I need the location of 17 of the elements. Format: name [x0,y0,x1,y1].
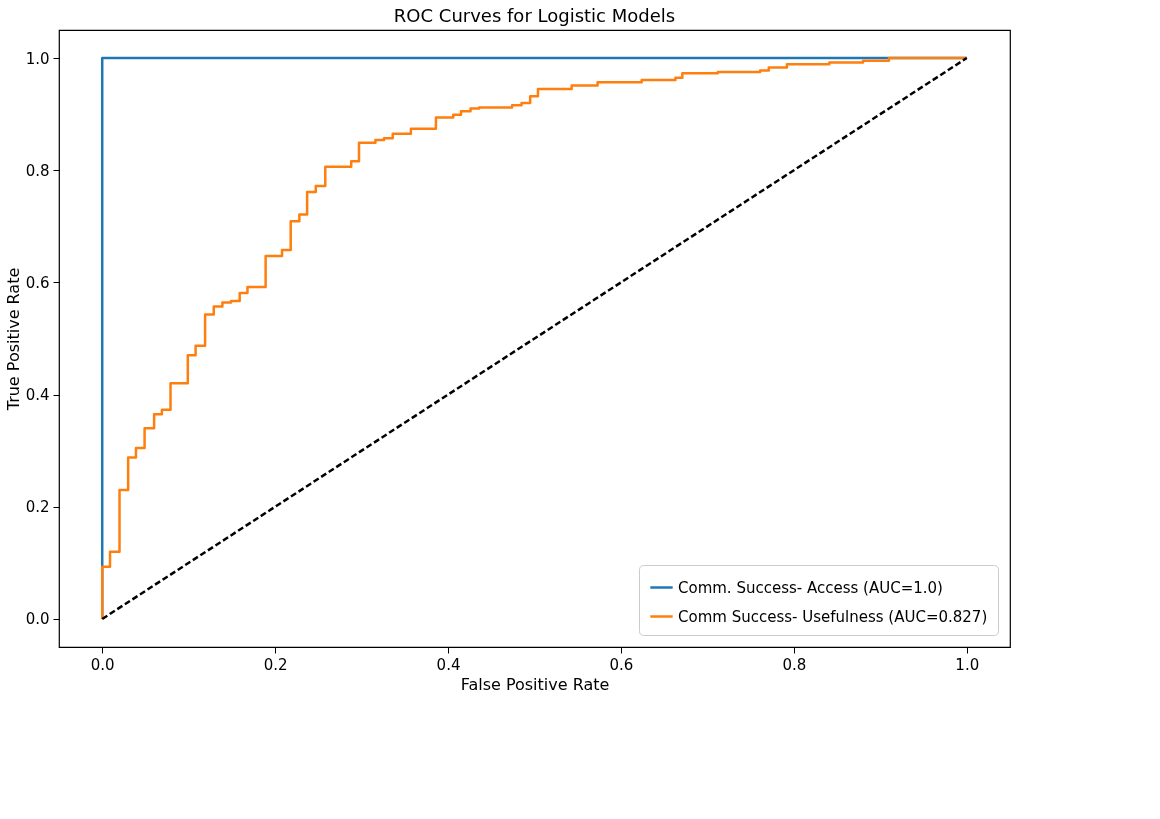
y-axis-title: True Positive Rate [3,267,23,412]
legend-label: Comm Success- Usefulness (AUC=0.827) [678,607,988,626]
y-tick-label: 0.4 [25,386,50,405]
y-tick-label: 0.0 [25,610,50,629]
x-tick-label: 0.0 [90,655,115,674]
y-tick-label: 0.6 [25,273,50,292]
x-axis-title: False Positive Rate [460,674,610,694]
x-tick-label: 0.6 [609,655,634,674]
x-tick-label: 0.2 [263,655,288,674]
x-tick-label: 0.4 [436,655,461,674]
x-tick-label: 1.0 [955,655,980,674]
y-tick-label: 0.2 [25,498,50,517]
x-tick-label: 0.8 [782,655,807,674]
chart-title: ROC Curves for Logistic Models [393,5,676,26]
legend-label: Comm. Success- Access (AUC=1.0) [678,578,943,597]
y-tick-label: 0.8 [25,161,50,180]
y-tick-label: 1.0 [25,49,50,68]
